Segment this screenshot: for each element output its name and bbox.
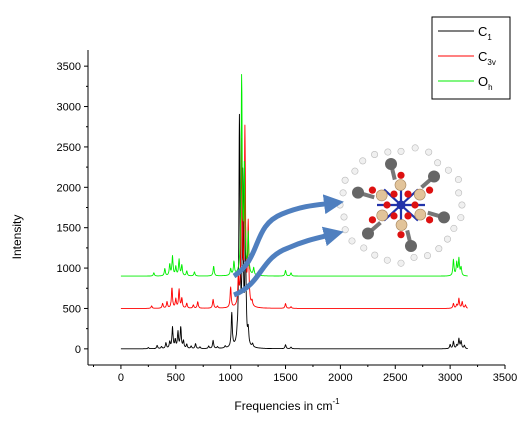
x-axis-label-superscript: -1 bbox=[332, 397, 340, 406]
series-layer bbox=[120, 73, 468, 350]
atom-h bbox=[458, 201, 466, 209]
atom-o bbox=[425, 216, 434, 224]
atom-h bbox=[371, 151, 379, 159]
x-tick-label: 0 bbox=[118, 372, 124, 384]
x-tick-label: 2500 bbox=[383, 372, 407, 384]
atom-h bbox=[384, 148, 392, 156]
x-tick-label: 1500 bbox=[273, 372, 297, 384]
atom-h bbox=[443, 235, 451, 243]
atom-h bbox=[457, 214, 465, 222]
y-tick-label: 2500 bbox=[57, 142, 81, 154]
y-tick-label: 1000 bbox=[57, 263, 81, 275]
series-line-0 bbox=[120, 113, 468, 350]
x-tick-label: 3000 bbox=[438, 372, 462, 384]
x-tick-label: 3500 bbox=[493, 372, 517, 384]
legend-label: Oh bbox=[478, 74, 493, 92]
atom-metal bbox=[413, 188, 426, 201]
atom-h bbox=[411, 144, 419, 152]
atom-metal bbox=[375, 189, 388, 202]
atom-h bbox=[339, 189, 347, 197]
atom-c bbox=[385, 158, 398, 171]
atom-h bbox=[348, 237, 356, 245]
y-tick-label: 500 bbox=[63, 303, 81, 315]
atom-o bbox=[404, 212, 412, 220]
atom-h bbox=[425, 148, 433, 156]
arrow-layer bbox=[232, 194, 344, 298]
atom-h bbox=[336, 201, 344, 209]
atom-o bbox=[397, 231, 405, 239]
y-tick-label: 1500 bbox=[57, 223, 81, 235]
atom-h bbox=[454, 176, 462, 184]
atom-c bbox=[428, 170, 441, 183]
atom-h bbox=[410, 253, 418, 261]
x-axis-label: Frequencies in cm bbox=[234, 399, 332, 413]
atom-o bbox=[368, 186, 377, 194]
atom-h bbox=[359, 157, 367, 165]
x-tick-label: 2000 bbox=[328, 372, 352, 384]
atom-h bbox=[397, 147, 405, 155]
molecule-inset bbox=[336, 144, 466, 267]
atom-h bbox=[423, 252, 431, 260]
atom-o bbox=[390, 212, 398, 220]
atom-h bbox=[351, 167, 359, 175]
x-tick-label: 1000 bbox=[218, 372, 242, 384]
series-line-1 bbox=[120, 124, 468, 309]
atom-h bbox=[371, 251, 379, 259]
atom-c bbox=[437, 211, 450, 224]
atom-h bbox=[444, 166, 452, 174]
pointer-arrow-lower bbox=[232, 226, 344, 298]
atom-o bbox=[383, 201, 391, 209]
legend-label: C1 bbox=[478, 24, 492, 42]
y-tick-label: 2000 bbox=[57, 182, 81, 194]
atom-o bbox=[404, 190, 412, 198]
atom-c bbox=[352, 186, 365, 199]
y-tick-label: 3000 bbox=[57, 102, 81, 114]
atom-metal bbox=[395, 219, 408, 231]
atom-metal bbox=[376, 209, 389, 222]
atom-o bbox=[368, 216, 377, 224]
atom-metal bbox=[394, 179, 407, 191]
series-line-2 bbox=[120, 73, 468, 277]
x-tick-label: 500 bbox=[167, 372, 185, 384]
x-axis-label-group: Frequencies in cm-1 bbox=[234, 397, 340, 413]
atom-h bbox=[397, 259, 405, 267]
atom-h bbox=[434, 159, 442, 167]
atom-h bbox=[383, 256, 391, 264]
atom-h bbox=[360, 244, 368, 252]
legend-box bbox=[431, 16, 511, 100]
pointer-arrow-upper bbox=[232, 194, 344, 279]
atom-c bbox=[404, 239, 417, 252]
atom-h bbox=[340, 213, 348, 221]
atom-h bbox=[341, 176, 349, 184]
axis-layer: 0 500 1000 1500 2000 2500 3000 3500 0 500 1000 1500… bbox=[57, 61, 518, 384]
atom-metal bbox=[414, 208, 427, 221]
legend: C1 C3v Oh bbox=[431, 16, 511, 100]
atom-center bbox=[396, 200, 406, 210]
atom-h bbox=[341, 226, 349, 234]
y-tick-label: 3500 bbox=[57, 61, 81, 73]
y-axis-label: Intensity bbox=[10, 215, 24, 260]
atom-o bbox=[425, 186, 434, 194]
y-tick-label: 0 bbox=[75, 344, 81, 356]
atom-h bbox=[435, 245, 443, 253]
legend-label: C3v bbox=[478, 49, 496, 67]
atom-o bbox=[411, 201, 419, 209]
atom-o bbox=[390, 190, 398, 198]
atom-h bbox=[450, 224, 458, 232]
atom-o bbox=[397, 171, 405, 179]
atom-c bbox=[361, 227, 374, 240]
atom-h bbox=[455, 189, 463, 197]
